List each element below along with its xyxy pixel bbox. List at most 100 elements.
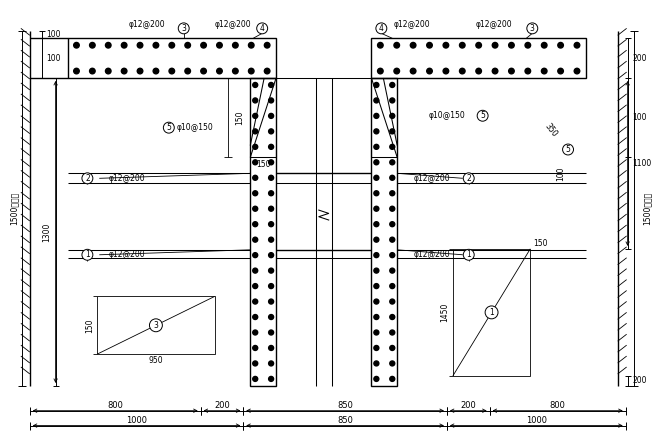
Circle shape xyxy=(390,175,395,180)
Circle shape xyxy=(390,299,395,304)
Circle shape xyxy=(269,330,273,335)
Circle shape xyxy=(269,222,273,227)
Text: 2: 2 xyxy=(85,174,90,183)
Circle shape xyxy=(269,175,273,180)
Text: 1100: 1100 xyxy=(632,159,652,168)
Circle shape xyxy=(390,376,395,381)
Circle shape xyxy=(233,42,238,48)
Circle shape xyxy=(201,68,207,74)
Text: 800: 800 xyxy=(107,401,123,410)
Text: 3: 3 xyxy=(154,321,158,330)
Circle shape xyxy=(122,68,127,74)
Circle shape xyxy=(252,361,258,366)
Circle shape xyxy=(252,82,258,87)
Circle shape xyxy=(252,191,258,196)
Circle shape xyxy=(460,42,465,48)
Text: φ12@200: φ12@200 xyxy=(394,20,430,29)
Circle shape xyxy=(390,98,395,103)
Circle shape xyxy=(252,315,258,320)
Text: φ10@150: φ10@150 xyxy=(177,123,213,132)
Text: 150: 150 xyxy=(533,239,547,248)
Circle shape xyxy=(374,345,379,351)
Circle shape xyxy=(558,68,563,74)
Text: 5: 5 xyxy=(480,111,485,120)
Text: 950: 950 xyxy=(148,356,164,364)
Bar xyxy=(97,296,215,354)
Text: φ12@200: φ12@200 xyxy=(109,250,145,259)
Circle shape xyxy=(252,160,258,165)
Circle shape xyxy=(179,23,189,34)
Circle shape xyxy=(390,113,395,118)
Text: 100: 100 xyxy=(46,30,61,39)
Circle shape xyxy=(252,222,258,227)
Text: 150: 150 xyxy=(85,318,94,332)
Circle shape xyxy=(460,68,465,74)
Circle shape xyxy=(269,268,273,273)
Circle shape xyxy=(509,68,514,74)
Text: 1450: 1450 xyxy=(440,303,449,322)
Text: 800: 800 xyxy=(549,401,566,410)
Circle shape xyxy=(509,42,514,48)
Circle shape xyxy=(374,206,379,211)
Circle shape xyxy=(269,299,273,304)
Circle shape xyxy=(74,42,79,48)
Text: 1000: 1000 xyxy=(526,416,547,425)
Text: φ12@200: φ12@200 xyxy=(109,174,145,183)
Text: 100: 100 xyxy=(557,166,566,181)
Circle shape xyxy=(558,42,563,48)
Text: 1000: 1000 xyxy=(126,416,147,425)
Text: φ10@150: φ10@150 xyxy=(428,111,465,120)
Circle shape xyxy=(269,376,273,381)
Text: 200: 200 xyxy=(460,401,476,410)
Circle shape xyxy=(374,237,379,242)
Circle shape xyxy=(105,68,111,74)
Circle shape xyxy=(164,122,174,133)
Circle shape xyxy=(374,376,379,381)
Circle shape xyxy=(185,42,190,48)
Circle shape xyxy=(153,68,159,74)
Circle shape xyxy=(269,206,273,211)
Bar xyxy=(371,78,397,386)
Circle shape xyxy=(269,160,273,165)
Circle shape xyxy=(374,283,379,288)
Bar xyxy=(67,38,276,78)
Text: φ12@200: φ12@200 xyxy=(414,250,451,259)
Circle shape xyxy=(269,315,273,320)
Circle shape xyxy=(390,191,395,196)
Circle shape xyxy=(374,175,379,180)
Text: 850: 850 xyxy=(337,416,353,425)
Circle shape xyxy=(374,144,379,150)
Circle shape xyxy=(390,361,395,366)
Circle shape xyxy=(374,129,379,134)
Circle shape xyxy=(82,249,93,260)
Circle shape xyxy=(374,113,379,118)
Circle shape xyxy=(374,82,379,87)
Circle shape xyxy=(185,68,190,74)
Circle shape xyxy=(376,23,387,34)
Circle shape xyxy=(390,330,395,335)
Circle shape xyxy=(374,98,379,103)
Circle shape xyxy=(443,68,449,74)
Circle shape xyxy=(105,42,111,48)
Text: 1300: 1300 xyxy=(43,222,52,242)
Circle shape xyxy=(390,206,395,211)
Circle shape xyxy=(390,345,395,351)
Text: 1: 1 xyxy=(489,308,494,317)
Circle shape xyxy=(269,82,273,87)
Circle shape xyxy=(137,68,143,74)
Circle shape xyxy=(169,68,175,74)
Circle shape xyxy=(574,68,579,74)
Circle shape xyxy=(525,68,530,74)
Circle shape xyxy=(485,306,498,319)
Circle shape xyxy=(374,191,379,196)
Text: 200: 200 xyxy=(214,401,230,410)
Circle shape xyxy=(390,222,395,227)
Circle shape xyxy=(252,299,258,304)
Circle shape xyxy=(390,315,395,320)
Circle shape xyxy=(201,42,207,48)
Circle shape xyxy=(269,113,273,118)
Circle shape xyxy=(252,129,258,134)
Circle shape xyxy=(562,144,574,155)
Circle shape xyxy=(269,361,273,366)
Circle shape xyxy=(410,42,416,48)
